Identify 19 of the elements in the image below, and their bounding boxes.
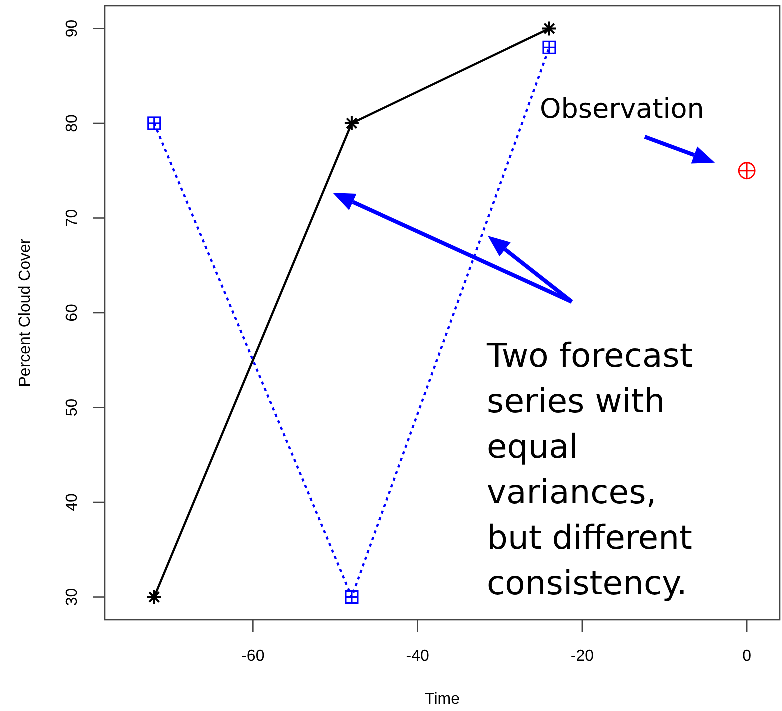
y-tick-label: 80 — [64, 114, 81, 132]
x-axis-title: Time — [425, 691, 460, 708]
x-tick-label: -40 — [406, 648, 430, 665]
annotation: Observation — [540, 94, 704, 125]
y-tick-label: 70 — [64, 209, 81, 228]
x-tick-label: -60 — [242, 648, 265, 665]
y-tick-label: 50 — [64, 398, 81, 417]
point — [738, 162, 756, 180]
y-tick-label: 60 — [64, 304, 81, 322]
x-tick-label: 0 — [742, 648, 752, 665]
annotation: Two forecast series with equal variances, but different consistency. — [486, 336, 693, 602]
point — [345, 590, 359, 604]
x-tick-label: -20 — [570, 648, 594, 665]
y-tick-label: 90 — [64, 20, 81, 38]
y-tick-label: 30 — [64, 588, 81, 606]
y-axis-title: Percent Cloud Cover — [17, 238, 34, 388]
point — [542, 40, 556, 54]
y-tick-label: 40 — [64, 494, 81, 512]
point — [148, 116, 162, 130]
